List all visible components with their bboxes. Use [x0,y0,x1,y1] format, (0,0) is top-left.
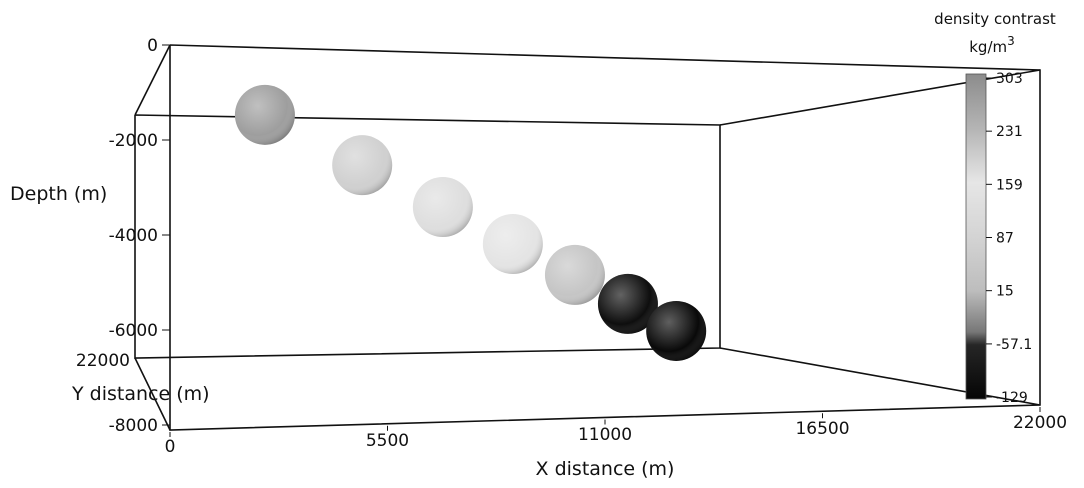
z-tick-label: -4000 [109,226,158,246]
colorbar-tick-label: 303 [996,71,1023,87]
colorbar-tick-label: -57.1 [996,337,1032,353]
sphere-shading [544,244,605,305]
back-face [169,44,1041,431]
colorbar-tick-label: -129 [996,390,1028,406]
z-axis-label: Depth (m) [10,183,107,205]
sphere-shading [412,176,473,237]
colorbar-tick-label: 15 [996,284,1014,300]
z-tick-label: -8000 [109,416,158,436]
colorbar-tick-label: 231 [996,124,1023,140]
colorbar-title: density contrast [934,10,1056,28]
colorbar-tick-label: 87 [996,231,1014,247]
colorbar-units: kg/m3 [969,34,1015,56]
box-edge [719,69,1041,126]
units: kg/m [969,38,1007,56]
box-edge [719,347,1041,406]
z-tick-label: -6000 [109,321,158,341]
x-tick-label: 16500 [795,419,849,439]
x-tick-label: 11000 [578,425,632,445]
y-tick-label: 22000 [76,351,130,371]
y-axis-label: Y distance (m) [71,383,210,405]
x-tick-label: 5500 [366,431,409,451]
units-sup: 3 [1007,34,1015,48]
colorbar-tick-label: 159 [996,177,1023,193]
z-tick-label: -2000 [109,131,158,151]
x-tick-label: 0 [165,437,176,457]
x-axis-label: X distance (m) [536,458,675,480]
sphere-shading [597,273,658,334]
sphere-shading [646,300,707,361]
z-tick-label: 0 [147,36,158,56]
box-edge [134,357,171,431]
x-tick-label: 22000 [1013,413,1067,433]
sphere-shading [332,135,393,196]
sphere-shading [234,84,295,145]
box-edge [134,44,171,116]
colorbar [965,73,987,400]
box [134,44,1041,431]
sphere-shading [482,214,543,275]
